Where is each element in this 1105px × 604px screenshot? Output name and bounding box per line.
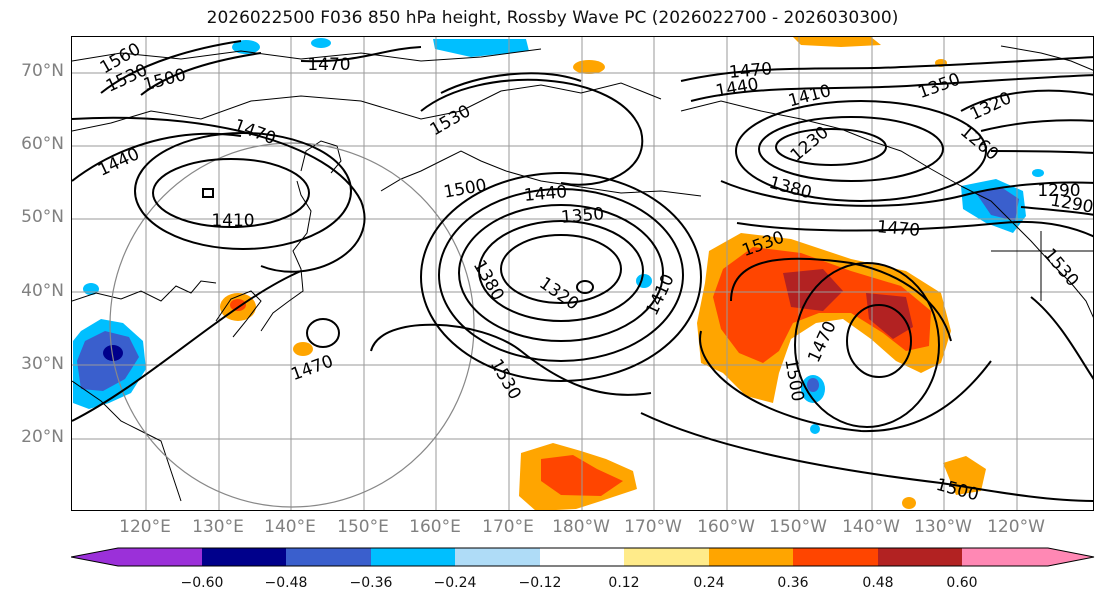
contour-label: 1500 — [141, 65, 188, 96]
colorbar-tick: 0.48 — [862, 575, 894, 591]
contour-label: 1440 — [95, 144, 143, 180]
lat-label-20n: 20°N — [21, 427, 64, 447]
height-contours — [72, 40, 1093, 502]
contour-label: 1470 — [231, 116, 278, 150]
lat-label-40n: 40°N — [21, 281, 64, 301]
lon-label-140w: 140°W — [842, 517, 900, 537]
colorbar-segment — [793, 548, 878, 566]
lon-label-170w: 170°W — [624, 517, 682, 537]
lon-label-170e: 170°E — [482, 517, 534, 537]
lon-label-160w: 160°W — [697, 517, 755, 537]
colorbar-segment — [962, 548, 1094, 566]
contour-label: 1500 — [442, 175, 488, 202]
contour-label: 1530 — [1039, 245, 1082, 291]
colorbar — [71, 547, 1095, 567]
colorbar-tick: 0.36 — [777, 575, 809, 591]
contour-label: 1470 — [728, 59, 773, 83]
positive-anomaly-shading — [220, 37, 986, 510]
contour-label: 1440 — [714, 74, 760, 101]
colorbar-tick: −0.12 — [518, 575, 562, 591]
colorbar-segment — [624, 548, 709, 566]
lon-label-150w: 150°W — [769, 517, 827, 537]
map-canvas: 1560 1530 1500 1470 1470 1440 1410 1530 … — [72, 37, 1094, 510]
map-panel: 1560 1530 1500 1470 1470 1440 1410 1530 … — [71, 36, 1094, 511]
lon-label-180w: 180°W — [552, 517, 610, 537]
colorbar-segment — [540, 548, 624, 566]
colorbar-segment — [709, 548, 793, 566]
colorbar-segment — [455, 548, 540, 566]
lat-lon-grid — [72, 37, 1093, 510]
colorbar-tick: −0.48 — [264, 575, 308, 591]
contour-label: 1470 — [307, 55, 350, 75]
contour-label: 1410 — [786, 81, 833, 112]
lon-label-150e: 150°E — [337, 517, 389, 537]
contour-label: 1350 — [916, 70, 963, 104]
map-title: 2026022500 F036 850 hPa height, Rossby W… — [206, 8, 899, 28]
colorbar-segment — [71, 548, 202, 566]
lat-label-60n: 60°N — [21, 134, 64, 154]
colorbar-segment — [371, 548, 455, 566]
colorbar-segment — [286, 548, 371, 566]
lon-label-130e: 130°E — [192, 517, 244, 537]
lon-label-130w: 130°W — [914, 517, 972, 537]
lat-label-50n: 50°N — [21, 207, 64, 227]
colorbar-segment — [878, 548, 962, 566]
colorbar-tick: −0.36 — [349, 575, 393, 591]
colorbar-tick: −0.24 — [433, 575, 477, 591]
contour-label: 1320 — [535, 273, 582, 314]
contour-label: 1470 — [876, 217, 921, 241]
contour-label: 1320 — [967, 88, 1015, 124]
contour-label: 1500 — [780, 357, 807, 403]
contour-label: 1470 — [289, 352, 336, 386]
lon-label-120e: 120°E — [119, 517, 171, 537]
contour-label: 1290 — [1037, 181, 1080, 201]
lon-label-120w: 120°W — [987, 517, 1045, 537]
lat-label-70n: 70°N — [21, 61, 64, 81]
contour-label: 1290 — [1049, 190, 1094, 217]
contour-label: 1530 — [427, 101, 474, 140]
lat-label-30n: 30°N — [21, 354, 64, 374]
reference-circle — [109, 142, 475, 508]
contour-label: 1350 — [560, 204, 605, 228]
contour-label: 1530 — [486, 356, 525, 403]
coastlines — [72, 45, 1093, 502]
colorbar-tick: −0.60 — [180, 575, 224, 591]
contour-label: 1440 — [523, 182, 568, 206]
lon-label-140e: 140°E — [264, 517, 316, 537]
contour-label: 1410 — [211, 211, 254, 231]
colorbar-tick: 0.24 — [693, 575, 725, 591]
colorbar-tick: 0.12 — [608, 575, 640, 591]
lon-label-160e: 160°E — [409, 517, 461, 537]
colorbar-segment — [202, 548, 286, 566]
colorbar-tick: 0.60 — [946, 575, 978, 591]
